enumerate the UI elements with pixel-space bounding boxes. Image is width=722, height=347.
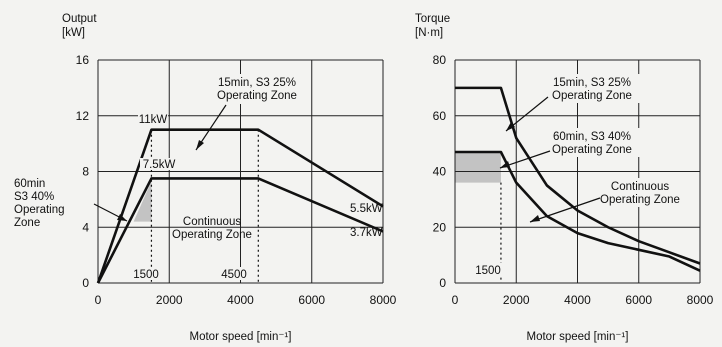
y-tick-label-60: 60 (433, 109, 447, 123)
label-bg (473, 263, 503, 276)
x-tick-label-0: 0 (452, 293, 459, 307)
annotation-continuous-line-1: Operating Zone (172, 229, 252, 241)
label-bg (542, 74, 642, 103)
y-tick-label-80: 80 (433, 53, 447, 67)
annotation-s3-40-line-3: Zone (14, 217, 40, 229)
label-bg (592, 178, 688, 207)
arrowhead-s3-25 (196, 140, 204, 150)
x-tick-label-8000: 8000 (687, 293, 714, 307)
series-line-s3_25 (96, 128, 384, 284)
chart-2: 0 2000 4000 6000 8000 0 20 40 60 80 Torque [N·m] Mot… (415, 13, 714, 343)
series-line-s3_25 (455, 86, 701, 265)
x-tick-label-6000: 6000 (298, 293, 325, 307)
x-tick-label-2000: 2000 (503, 293, 530, 307)
annotation-s3-25-line-0: 15min, S3 25% (553, 77, 631, 89)
annotation-continuous-line-0: Continuous (611, 181, 669, 193)
x-axis-label: Motor speed [min⁻¹] (190, 331, 292, 343)
y-axis-label-line-1: [N·m] (415, 27, 443, 39)
x-tick-label-2000: 2000 (156, 293, 183, 307)
annotation-continuous-line-0: Continuous (183, 216, 241, 228)
x-axis-label: Motor speed [min⁻¹] (527, 331, 629, 343)
y-axis-label-line-0: Torque (415, 13, 450, 25)
annotation-11kw: 11kW (139, 114, 168, 126)
series-line-continuous (96, 177, 384, 284)
annotation-s3-25-line-1: Operating Zone (552, 90, 632, 102)
annotation-s3-40-line-1: S3 40% (14, 191, 54, 203)
y-tick-label-4: 4 (82, 220, 89, 234)
y-tick-label-0: 0 (82, 276, 89, 290)
y-tick-label-40: 40 (433, 165, 447, 179)
annotation-s3-40-line-0: 60min, S3 40% (553, 131, 631, 143)
label-bg (208, 74, 306, 104)
x-tick-label-8000: 8000 (370, 293, 397, 307)
annotation-1500: 1500 (475, 265, 501, 277)
label-bg (138, 113, 168, 125)
annotation-s3-25-line-0: 15min, S3 25% (218, 77, 296, 89)
arrowhead-s3-40 (117, 214, 127, 221)
y-tick-label-0: 0 (439, 276, 446, 290)
x-tick-label-0: 0 (95, 293, 102, 307)
annotation-7-5kw: 7.5kW (143, 159, 176, 171)
label-bg (542, 128, 642, 157)
y-tick-label-8: 8 (82, 165, 89, 179)
annotation-s3-40-line-1: Operating Zone (552, 144, 632, 156)
y-axis-label-line-0: Output (62, 13, 97, 25)
y-axis-label-line-1: [kW] (62, 27, 85, 39)
leader-continuous (529, 197, 601, 223)
x-tick-label-4000: 4000 (227, 293, 254, 307)
annotation-s3-40-line-2: Operating (14, 204, 65, 216)
s3-40-zone-fill (455, 151, 501, 183)
annotation-s3-40-line-0: 60min (14, 178, 45, 190)
annotations-chart-1: 15min, S3 25%Operating Zone11kW7.5kW60mi… (14, 74, 383, 281)
annotation-s3-25-line-1: Operating Zone (217, 90, 297, 102)
annotation-continuous-line-1: Operating Zone (600, 194, 680, 206)
label-bg (140, 158, 178, 170)
chart-1: 0 2000 4000 6000 8000 0 4 8 12 16 Output [kW] Motor … (62, 13, 397, 343)
y-tick-label-16: 16 (76, 53, 90, 67)
annotation-4500: 4500 (221, 269, 247, 281)
y-tick-label-20: 20 (433, 220, 447, 234)
y-tick-label-12: 12 (76, 109, 90, 123)
series-line-continuous (455, 150, 701, 272)
annotation-1500: 1500 (133, 269, 159, 281)
label-bg (131, 267, 161, 280)
arrowhead-continuous (530, 215, 540, 222)
annotation-5-5kw: 5.5kW (350, 203, 383, 215)
label-bg (219, 267, 249, 280)
x-tick-label-4000: 4000 (564, 293, 591, 307)
x-tick-label-6000: 6000 (625, 293, 652, 307)
annotation-3-7kw: 3.7kW (350, 227, 383, 239)
arrowhead-s3-25 (506, 122, 515, 131)
s3-40-zone-fill (133, 181, 152, 222)
arrowhead-s3-40 (500, 161, 510, 168)
